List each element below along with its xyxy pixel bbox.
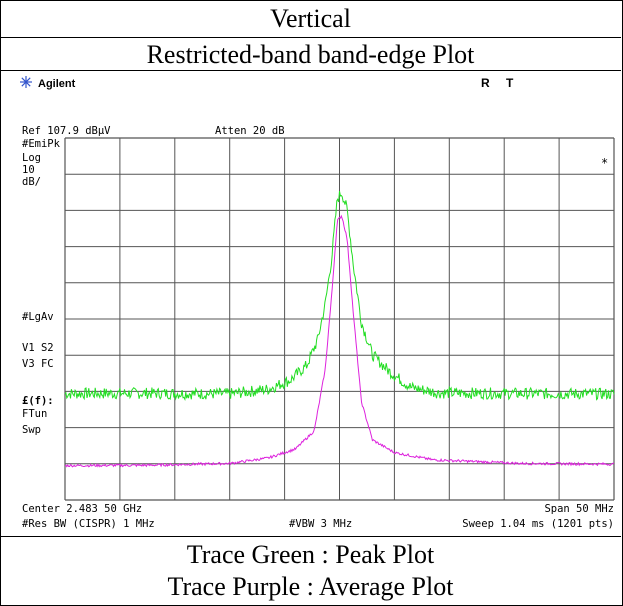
- status-r: R: [481, 76, 490, 90]
- center-frequency: Center 2.483 50 GHz: [22, 503, 142, 515]
- scale-unit: dB/: [22, 176, 41, 188]
- marker-symbol: *: [601, 156, 608, 170]
- subtitle-divider: [0, 70, 621, 71]
- brand-label: Agilent: [38, 78, 76, 90]
- ftun-label: FTun: [22, 408, 47, 420]
- video-bandwidth: #VBW 3 MHz: [289, 518, 352, 530]
- sweep-time: Sweep 1.04 ms (1201 pts): [462, 518, 614, 530]
- swp-label: Swp: [22, 424, 41, 436]
- attenuation: Atten 20 dB: [215, 125, 285, 137]
- ref-level: Ref 107.9 dBμV: [22, 125, 111, 137]
- v3-fc-label: V3 FC: [22, 358, 54, 370]
- span: Span 50 MHz: [544, 503, 614, 515]
- spectrum-analyzer-screen: Agilent R T Ref 107.9 dBμV Atten 20 dB #…: [0, 70, 621, 536]
- scale-value: 10: [22, 164, 35, 176]
- spectrum-plot: Agilent R T Ref 107.9 dBμV Atten 20 dB #…: [20, 76, 615, 530]
- legend-divider: [0, 536, 621, 537]
- res-bandwidth: #Res BW (CISPR) 1 MHz: [22, 518, 155, 530]
- traces-group: [64, 191, 615, 468]
- legend-peak: Trace Green : Peak Plot: [186, 540, 435, 569]
- legend-average: Trace Purple : Average Plot: [167, 572, 454, 601]
- graticule: [64, 137, 615, 501]
- title-divider: [0, 37, 621, 38]
- lgav-label: #LgAv: [22, 311, 54, 323]
- agilent-logo-icon: [20, 76, 32, 88]
- figure-subtitle: Restricted-band band-edge Plot: [146, 40, 475, 69]
- ff-label: £(f):: [22, 395, 54, 407]
- status-t: T: [506, 76, 514, 90]
- peak-trace: [64, 191, 615, 401]
- scale-type: Log: [22, 152, 41, 164]
- figure-title: Vertical: [270, 4, 351, 33]
- v1-s2-label: V1 S2: [22, 342, 54, 354]
- detector-label: #EmiPk: [22, 138, 61, 150]
- average-trace: [64, 214, 615, 468]
